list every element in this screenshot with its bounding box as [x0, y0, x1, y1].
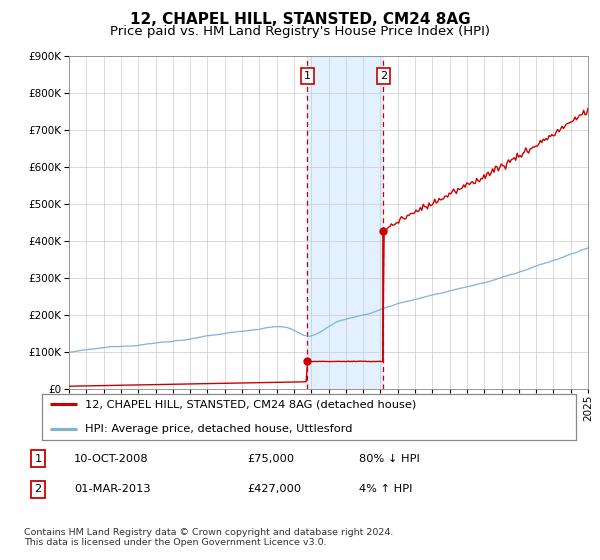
Text: £427,000: £427,000 — [247, 484, 301, 494]
Text: 1: 1 — [34, 454, 41, 464]
Text: 01-MAR-2013: 01-MAR-2013 — [74, 484, 151, 494]
Text: 80% ↓ HPI: 80% ↓ HPI — [359, 454, 419, 464]
Bar — [307, 56, 383, 389]
Text: 2: 2 — [34, 484, 41, 494]
Text: Contains HM Land Registry data © Crown copyright and database right 2024.
This d: Contains HM Land Registry data © Crown c… — [24, 528, 394, 547]
Text: £75,000: £75,000 — [247, 454, 295, 464]
Text: 4% ↑ HPI: 4% ↑ HPI — [359, 484, 412, 494]
Text: HPI: Average price, detached house, Uttlesford: HPI: Average price, detached house, Uttl… — [85, 424, 352, 434]
Text: 12, CHAPEL HILL, STANSTED, CM24 8AG: 12, CHAPEL HILL, STANSTED, CM24 8AG — [130, 12, 470, 27]
Text: 10-OCT-2008: 10-OCT-2008 — [74, 454, 149, 464]
Text: Price paid vs. HM Land Registry's House Price Index (HPI): Price paid vs. HM Land Registry's House … — [110, 25, 490, 38]
Text: 1: 1 — [304, 71, 311, 81]
Text: 2: 2 — [380, 71, 387, 81]
Text: 12, CHAPEL HILL, STANSTED, CM24 8AG (detached house): 12, CHAPEL HILL, STANSTED, CM24 8AG (det… — [85, 399, 416, 409]
